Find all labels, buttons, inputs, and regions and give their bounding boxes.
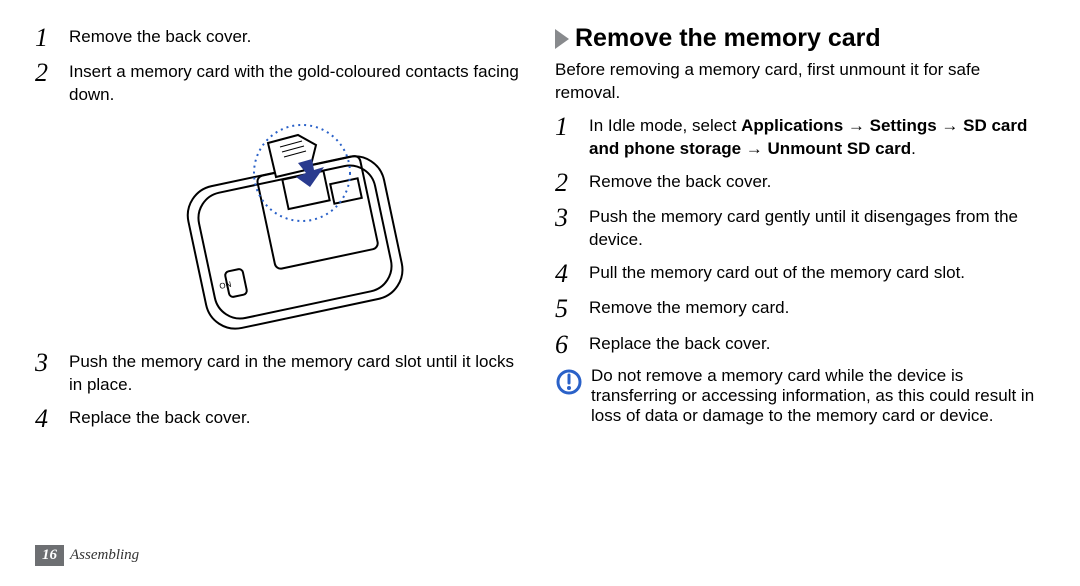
left-step-2: 2 Insert a memory card with the gold-col… — [35, 59, 525, 107]
step-text: Replace the back cover. — [69, 405, 250, 432]
left-step-4: 4 Replace the back cover. — [35, 405, 525, 432]
device-illustration: ON — [35, 115, 525, 335]
text-run: In Idle mode, select — [589, 116, 741, 135]
lead-text: Before removing a memory card, first unm… — [555, 59, 1045, 105]
step-number: 2 — [35, 59, 69, 107]
step-text: Replace the back cover. — [589, 331, 770, 358]
step-number: 2 — [555, 169, 589, 196]
text-run: → — [937, 116, 963, 135]
left-step-3: 3 Push the memory card in the memory car… — [35, 349, 525, 397]
page-footer: 16 Assembling — [35, 545, 139, 566]
right-step-6: 6 Replace the back cover. — [555, 331, 1045, 358]
warning-icon — [555, 366, 591, 426]
left-step-1: 1 Remove the back cover. — [35, 24, 525, 51]
right-step-3: 3 Push the memory card gently until it d… — [555, 204, 1045, 252]
section-label: Assembling — [70, 547, 139, 564]
step-number: 1 — [35, 24, 69, 51]
left-column: 1 Remove the back cover. 2 Insert a memo… — [35, 24, 525, 440]
page-number: 16 — [35, 545, 64, 566]
chevron-right-icon — [555, 29, 569, 49]
right-step-2: 2 Remove the back cover. — [555, 169, 1045, 196]
step-text: Remove the back cover. — [69, 24, 251, 51]
bold-run: Applications — [741, 116, 843, 135]
right-step-4: 4 Pull the memory card out of the memory… — [555, 260, 1045, 287]
step-text: Pull the memory card out of the memory c… — [589, 260, 965, 287]
text-run: → — [843, 116, 869, 135]
page: 1 Remove the back cover. 2 Insert a memo… — [0, 0, 1080, 440]
section-heading: Remove the memory card — [555, 24, 1045, 53]
right-step-1: 1 In Idle mode, select Applications → Se… — [555, 113, 1045, 161]
heading-title: Remove the memory card — [575, 24, 881, 53]
step-number: 6 — [555, 331, 589, 358]
right-column: Remove the memory card Before removing a… — [555, 24, 1045, 440]
step-text: Push the memory card in the memory card … — [69, 349, 525, 397]
text-run: → — [741, 139, 767, 158]
bold-run: Unmount SD card — [768, 139, 912, 158]
step-number: 1 — [555, 113, 589, 161]
step-text: Insert a memory card with the gold-colou… — [69, 59, 525, 107]
warning-note: Do not remove a memory card while the de… — [555, 366, 1045, 426]
step-text: Remove the memory card. — [589, 295, 789, 322]
step-text: Remove the back cover. — [589, 169, 771, 196]
step-number: 4 — [35, 405, 69, 432]
right-step-5: 5 Remove the memory card. — [555, 295, 1045, 322]
step-number: 3 — [35, 349, 69, 397]
text-run: . — [911, 139, 916, 158]
bold-run: Settings — [870, 116, 937, 135]
step-number: 3 — [555, 204, 589, 252]
warning-text: Do not remove a memory card while the de… — [591, 366, 1045, 426]
svg-text:ON: ON — [219, 280, 233, 291]
step-text: In Idle mode, select Applications → Sett… — [589, 113, 1045, 161]
step-number: 4 — [555, 260, 589, 287]
step-number: 5 — [555, 295, 589, 322]
step-text: Push the memory card gently until it dis… — [589, 204, 1045, 252]
